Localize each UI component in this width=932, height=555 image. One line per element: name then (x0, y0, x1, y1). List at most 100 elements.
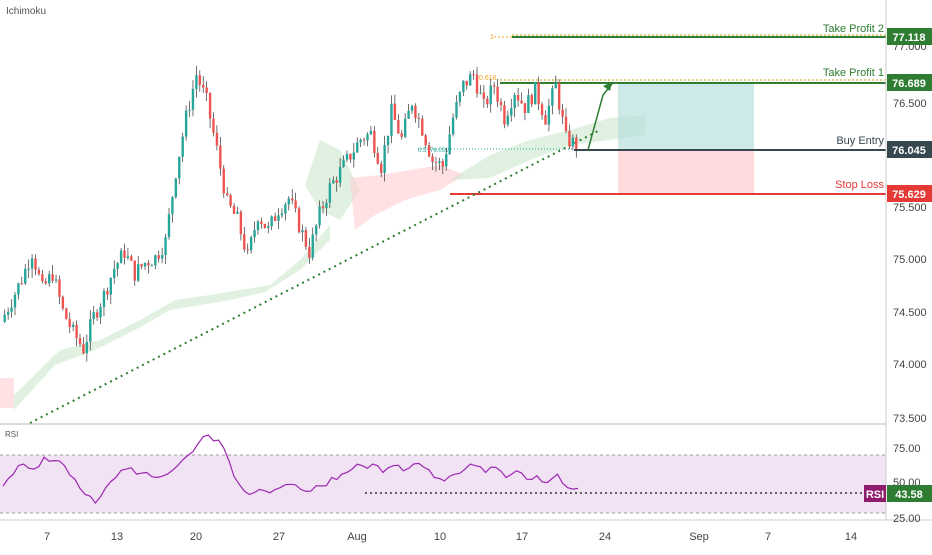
candle-body (174, 178, 178, 198)
candle-body (369, 130, 373, 135)
candle-body (451, 117, 455, 135)
candle-body (373, 130, 376, 154)
candle-body (527, 95, 530, 114)
candle-body (113, 268, 116, 279)
rsi-line (2, 434, 579, 504)
x-tick-13: 13 (111, 531, 123, 543)
candle-body (352, 152, 356, 160)
x-tick-7b: 7 (765, 531, 771, 543)
rsi-panel-label: RSI (5, 430, 18, 439)
candle-body (6, 311, 10, 315)
candle-body (102, 290, 106, 308)
candle-body (455, 101, 458, 118)
price-axis[interactable]: 77.000 76.500 75.500 75.000 74.500 74.00… (893, 41, 927, 425)
x-tick-17: 17 (516, 531, 528, 543)
stop-value: 75.629 (892, 189, 926, 201)
candle-body (225, 193, 229, 196)
candle-body (400, 133, 403, 137)
candle-body (61, 296, 65, 309)
entry-badge (887, 141, 932, 158)
cloud-bear-mid (350, 165, 465, 230)
candle-body (547, 105, 551, 125)
candle-body (291, 198, 294, 201)
candle-body (212, 118, 215, 133)
candle-body (270, 216, 273, 227)
candle-body (68, 319, 71, 327)
x-tick-20: 20 (190, 531, 202, 543)
candle-body (44, 281, 47, 284)
candle-body (544, 115, 547, 125)
y-tick-74000: 74.000 (893, 359, 927, 371)
candle-body (561, 109, 564, 117)
candle-body (267, 226, 270, 228)
rsi-tick-75: 75.00 (893, 443, 921, 455)
candle-body (109, 278, 113, 295)
candle-body (359, 139, 362, 143)
candle-body (540, 104, 544, 116)
candle-body (260, 221, 263, 224)
candle-body (106, 290, 109, 295)
candle-body (136, 264, 140, 281)
candle-body (277, 215, 280, 221)
candle-body (13, 294, 17, 308)
cloud-bull-mid (305, 140, 360, 220)
candle-body (164, 237, 167, 256)
candle-body (239, 211, 243, 235)
candle-body (311, 234, 314, 258)
projection-arrow-head (603, 82, 612, 91)
candle-body (188, 109, 191, 111)
candle-body (133, 260, 136, 281)
candle-body (208, 92, 212, 119)
candle-body (417, 117, 421, 119)
fib-label-0618: 0.618 (479, 75, 497, 82)
ichimoku-cloud (0, 115, 645, 410)
candle-body (479, 92, 482, 94)
tp1-badge (887, 74, 932, 91)
candle-body (568, 130, 571, 147)
candle-body (24, 268, 27, 284)
candle-body (85, 341, 89, 354)
candle-body (424, 135, 427, 146)
candle-body (154, 255, 157, 266)
candle-body (48, 274, 51, 284)
candle-body (95, 312, 99, 318)
candle-body (551, 88, 554, 106)
candle-body (414, 105, 417, 118)
candle-body (571, 137, 575, 147)
candle-body (475, 74, 479, 94)
loss-zone (618, 150, 754, 194)
rsi-value-badge (887, 485, 932, 502)
candle-body (523, 103, 527, 114)
candle-body (191, 88, 195, 110)
rsi-band (0, 455, 886, 513)
x-tick-24: 24 (599, 531, 611, 543)
candle-body (147, 262, 150, 266)
profit-zone (618, 83, 754, 150)
candle-body (78, 338, 82, 345)
candle-body (407, 110, 410, 119)
candle-body (71, 324, 75, 327)
candle-body (51, 274, 54, 281)
candle-body (486, 98, 489, 105)
entry-label: Buy Entry (836, 135, 884, 147)
candle-body (441, 161, 445, 167)
candle-body (448, 134, 451, 154)
rsi-axis[interactable]: 75.00 50.00 25.00 (893, 443, 921, 525)
candle-body (3, 314, 6, 322)
candle-body (445, 153, 448, 167)
candle-body (294, 200, 297, 209)
candle-body (554, 82, 557, 89)
candle-body (160, 255, 164, 259)
candle-body (280, 213, 284, 216)
candles (3, 65, 578, 362)
x-tick-14: 14 (845, 531, 857, 543)
time-axis[interactable]: 7 13 20 27 Aug 10 17 24 Sep 7 14 (44, 531, 857, 543)
candle-body (530, 95, 533, 105)
candle-body (506, 115, 510, 125)
candle-body (434, 162, 438, 164)
candle-body (287, 198, 290, 205)
candle-body (380, 163, 383, 174)
candle-body (198, 75, 201, 85)
candle-body (167, 214, 171, 238)
